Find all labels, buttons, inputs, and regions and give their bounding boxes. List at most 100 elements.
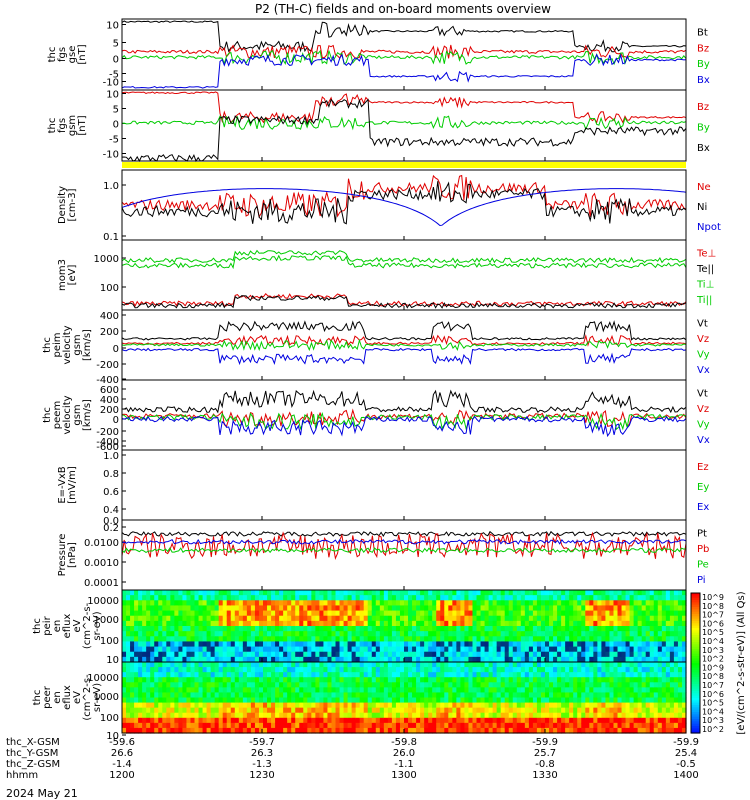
- heatmap-cell: [242, 702, 248, 709]
- heatmap-cell: [383, 717, 389, 724]
- heatmap-cell: [190, 697, 196, 704]
- heatmap-cell: [226, 727, 232, 734]
- heatmap-cell: [142, 727, 147, 734]
- colorbar-cell: [691, 632, 700, 636]
- heatmap-cell: [673, 641, 679, 648]
- heatmap-cell: [665, 651, 671, 658]
- heatmap-cell: [456, 631, 461, 637]
- heatmap-cell: [504, 712, 510, 719]
- heatmap-cell: [609, 697, 615, 704]
- ytick-label: 400: [100, 395, 119, 406]
- heatmap-cell: [246, 662, 252, 668]
- heatmap-cell: [319, 620, 325, 627]
- heatmap-cell: [399, 682, 405, 688]
- heatmap-cell: [371, 722, 377, 729]
- heatmap-cell: [633, 677, 639, 683]
- heatmap-cell: [359, 646, 365, 653]
- heatmap-cell: [516, 727, 522, 734]
- heatmap-cell: [287, 672, 292, 678]
- heatmap-cell: [416, 712, 421, 719]
- heatmap-cell: [452, 722, 457, 729]
- heatmap-cell: [428, 651, 433, 658]
- heatmap-cell: [504, 646, 510, 653]
- heatmap-cell: [512, 667, 518, 673]
- heatmap-cell: [440, 590, 445, 596]
- heatmap-cell: [295, 636, 300, 643]
- heatmap-cell: [605, 610, 611, 617]
- heatmap-cell: [379, 626, 385, 632]
- panel-10: thc peer en eflux eV (cm^2-s-sr-eV)1000010001…: [32, 661, 687, 742]
- ytick-label: 0.6: [103, 487, 119, 498]
- heatmap-cell: [609, 605, 615, 612]
- heatmap-cell: [347, 662, 353, 668]
- heatmap-cell: [275, 662, 280, 668]
- heatmap-cell: [263, 682, 268, 688]
- heatmap-cell: [291, 605, 296, 612]
- panel-ylabel: gse: [67, 46, 78, 64]
- colorbar-cell: [691, 663, 700, 666]
- heatmap-cell: [331, 677, 337, 683]
- ytick-label: 10000: [87, 673, 119, 684]
- heatmap-cell: [311, 662, 316, 668]
- heatmap-cell: [516, 697, 522, 704]
- heatmap-cell: [468, 651, 474, 658]
- heatmap-cell: [166, 631, 171, 637]
- heatmap-cell: [182, 595, 188, 601]
- heatmap-cell: [468, 626, 474, 632]
- heatmap-cell: [585, 656, 590, 663]
- heatmap-cell: [597, 656, 602, 663]
- heatmap-cell: [476, 626, 482, 632]
- heatmap-cell: [565, 717, 570, 724]
- heatmap-cell: [637, 626, 643, 632]
- heatmap-cell: [601, 722, 607, 729]
- heatmap-cell: [484, 636, 490, 643]
- heatmap-cell: [351, 677, 357, 683]
- heatmap-cell: [170, 595, 175, 601]
- heatmap-cell: [641, 615, 647, 622]
- heatmap-cell: [673, 656, 679, 663]
- heatmap-cell: [581, 717, 586, 724]
- heatmap-cell: [641, 722, 647, 729]
- heatmap-cell: [347, 631, 353, 637]
- heatmap-cell: [561, 667, 566, 673]
- heatmap-cell: [291, 590, 296, 596]
- heatmap-cell: [335, 697, 341, 704]
- heatmap-cell: [335, 707, 341, 714]
- heatmap-cell: [496, 712, 502, 719]
- heatmap-cell: [150, 636, 155, 643]
- heatmap-cell: [210, 662, 216, 668]
- heatmap-cell: [617, 615, 623, 622]
- heatmap-cell: [375, 682, 381, 688]
- heatmap-cell: [585, 600, 590, 607]
- heatmap-cell: [303, 677, 308, 683]
- heatmap-cell: [420, 717, 425, 724]
- series-line-Te||: [121, 294, 687, 309]
- heatmap-cell: [367, 620, 373, 627]
- heatmap-cell: [673, 605, 679, 612]
- heatmap-cell: [387, 595, 393, 601]
- heatmap-cell: [561, 672, 566, 678]
- heatmap-cell: [561, 595, 566, 601]
- heatmap-cell: [557, 641, 562, 648]
- heatmap-cell: [122, 595, 127, 601]
- heatmap-cell: [190, 615, 196, 622]
- heatmap-cell: [617, 672, 623, 678]
- heatmap-cell: [424, 722, 429, 729]
- heatmap-cell: [677, 662, 683, 668]
- heatmap-cell: [665, 620, 671, 627]
- heatmap-cell: [480, 626, 486, 632]
- heatmap-cell: [275, 590, 280, 596]
- heatmap-cell: [351, 600, 357, 607]
- heatmap-cell: [528, 646, 534, 653]
- heatmap-cell: [134, 646, 139, 653]
- heatmap-cell: [645, 620, 651, 627]
- heatmap-cell: [633, 712, 639, 719]
- heatmap-cell: [319, 641, 325, 648]
- heatmap-cell: [540, 697, 546, 704]
- heatmap-cell: [681, 667, 687, 673]
- heatmap-cell: [432, 717, 437, 724]
- heatmap-cell: [387, 590, 393, 596]
- heatmap-cell: [496, 687, 502, 694]
- heatmap-cell: [267, 595, 272, 601]
